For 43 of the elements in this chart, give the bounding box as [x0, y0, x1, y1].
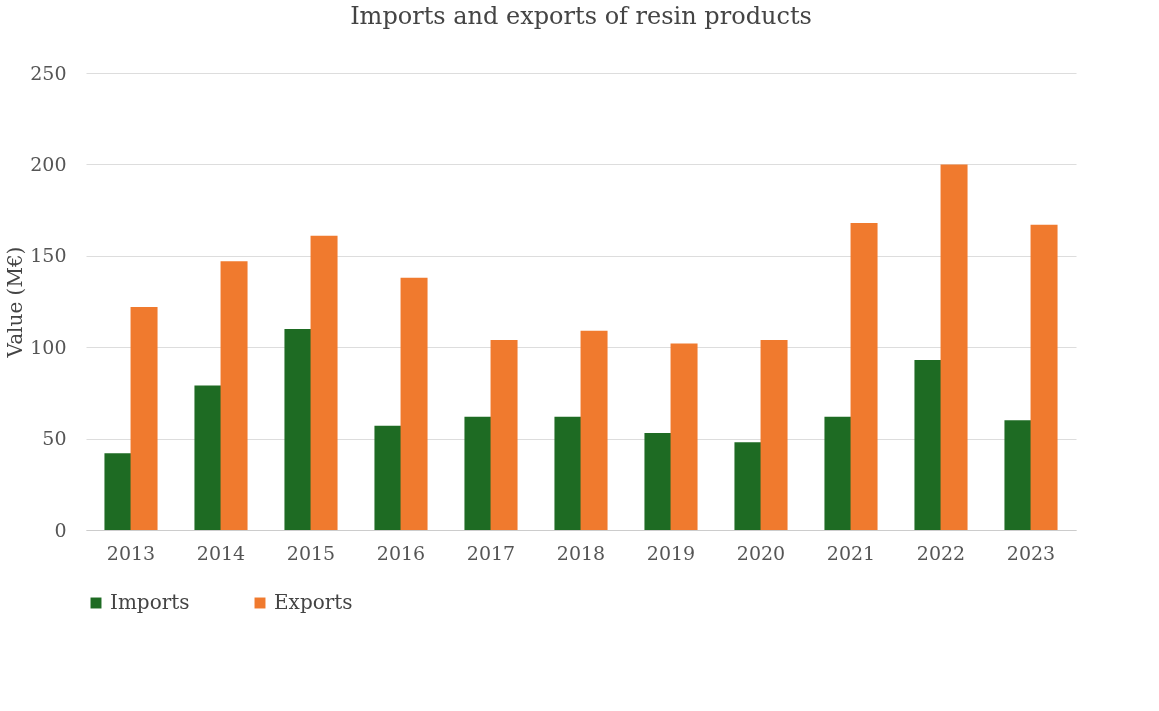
x-tick-label: 2018 — [556, 541, 606, 564]
bar — [580, 330, 608, 530]
x-tick-label: 2020 — [736, 541, 786, 564]
bar — [824, 416, 852, 530]
bar — [310, 235, 338, 530]
legend-label: Imports — [110, 590, 190, 614]
y-tick-label: 250 — [30, 61, 67, 84]
bar — [760, 339, 788, 530]
y-tick-label: 100 — [30, 335, 67, 358]
chart-title: Imports and exports of resin products — [350, 2, 812, 30]
bar — [130, 306, 158, 530]
bar — [464, 416, 492, 530]
bar — [914, 360, 942, 530]
bar — [220, 261, 248, 530]
bar — [194, 385, 222, 530]
y-tick-label: 200 — [30, 152, 67, 175]
x-tick-label: 2015 — [286, 541, 336, 564]
bar — [400, 277, 428, 530]
x-tick-label: 2014 — [196, 541, 246, 564]
bar — [644, 433, 672, 530]
x-tick-label: 2016 — [376, 541, 426, 564]
bar — [1004, 420, 1032, 530]
bar — [554, 416, 582, 530]
bar — [670, 343, 698, 530]
x-tick-label: 2017 — [466, 541, 516, 564]
y-tick-label: 50 — [42, 427, 67, 450]
x-tick-label: 2021 — [826, 541, 876, 564]
bar — [850, 222, 878, 530]
bar — [374, 425, 402, 530]
x-tick-label: 2022 — [916, 541, 966, 564]
bar — [1030, 224, 1058, 530]
legend-label: Exports — [274, 590, 353, 614]
bar — [734, 442, 762, 530]
y-tick-label: 0 — [54, 518, 67, 541]
y-axis-title: Value (M€) — [3, 246, 28, 359]
x-tick-label: 2019 — [646, 541, 696, 564]
bar — [940, 164, 968, 530]
x-tick-label: 2023 — [1006, 541, 1056, 564]
bar — [284, 328, 312, 530]
bar — [104, 453, 132, 530]
y-tick-label: 150 — [30, 244, 67, 267]
bar — [490, 339, 518, 530]
x-tick-label: 2013 — [106, 541, 156, 564]
